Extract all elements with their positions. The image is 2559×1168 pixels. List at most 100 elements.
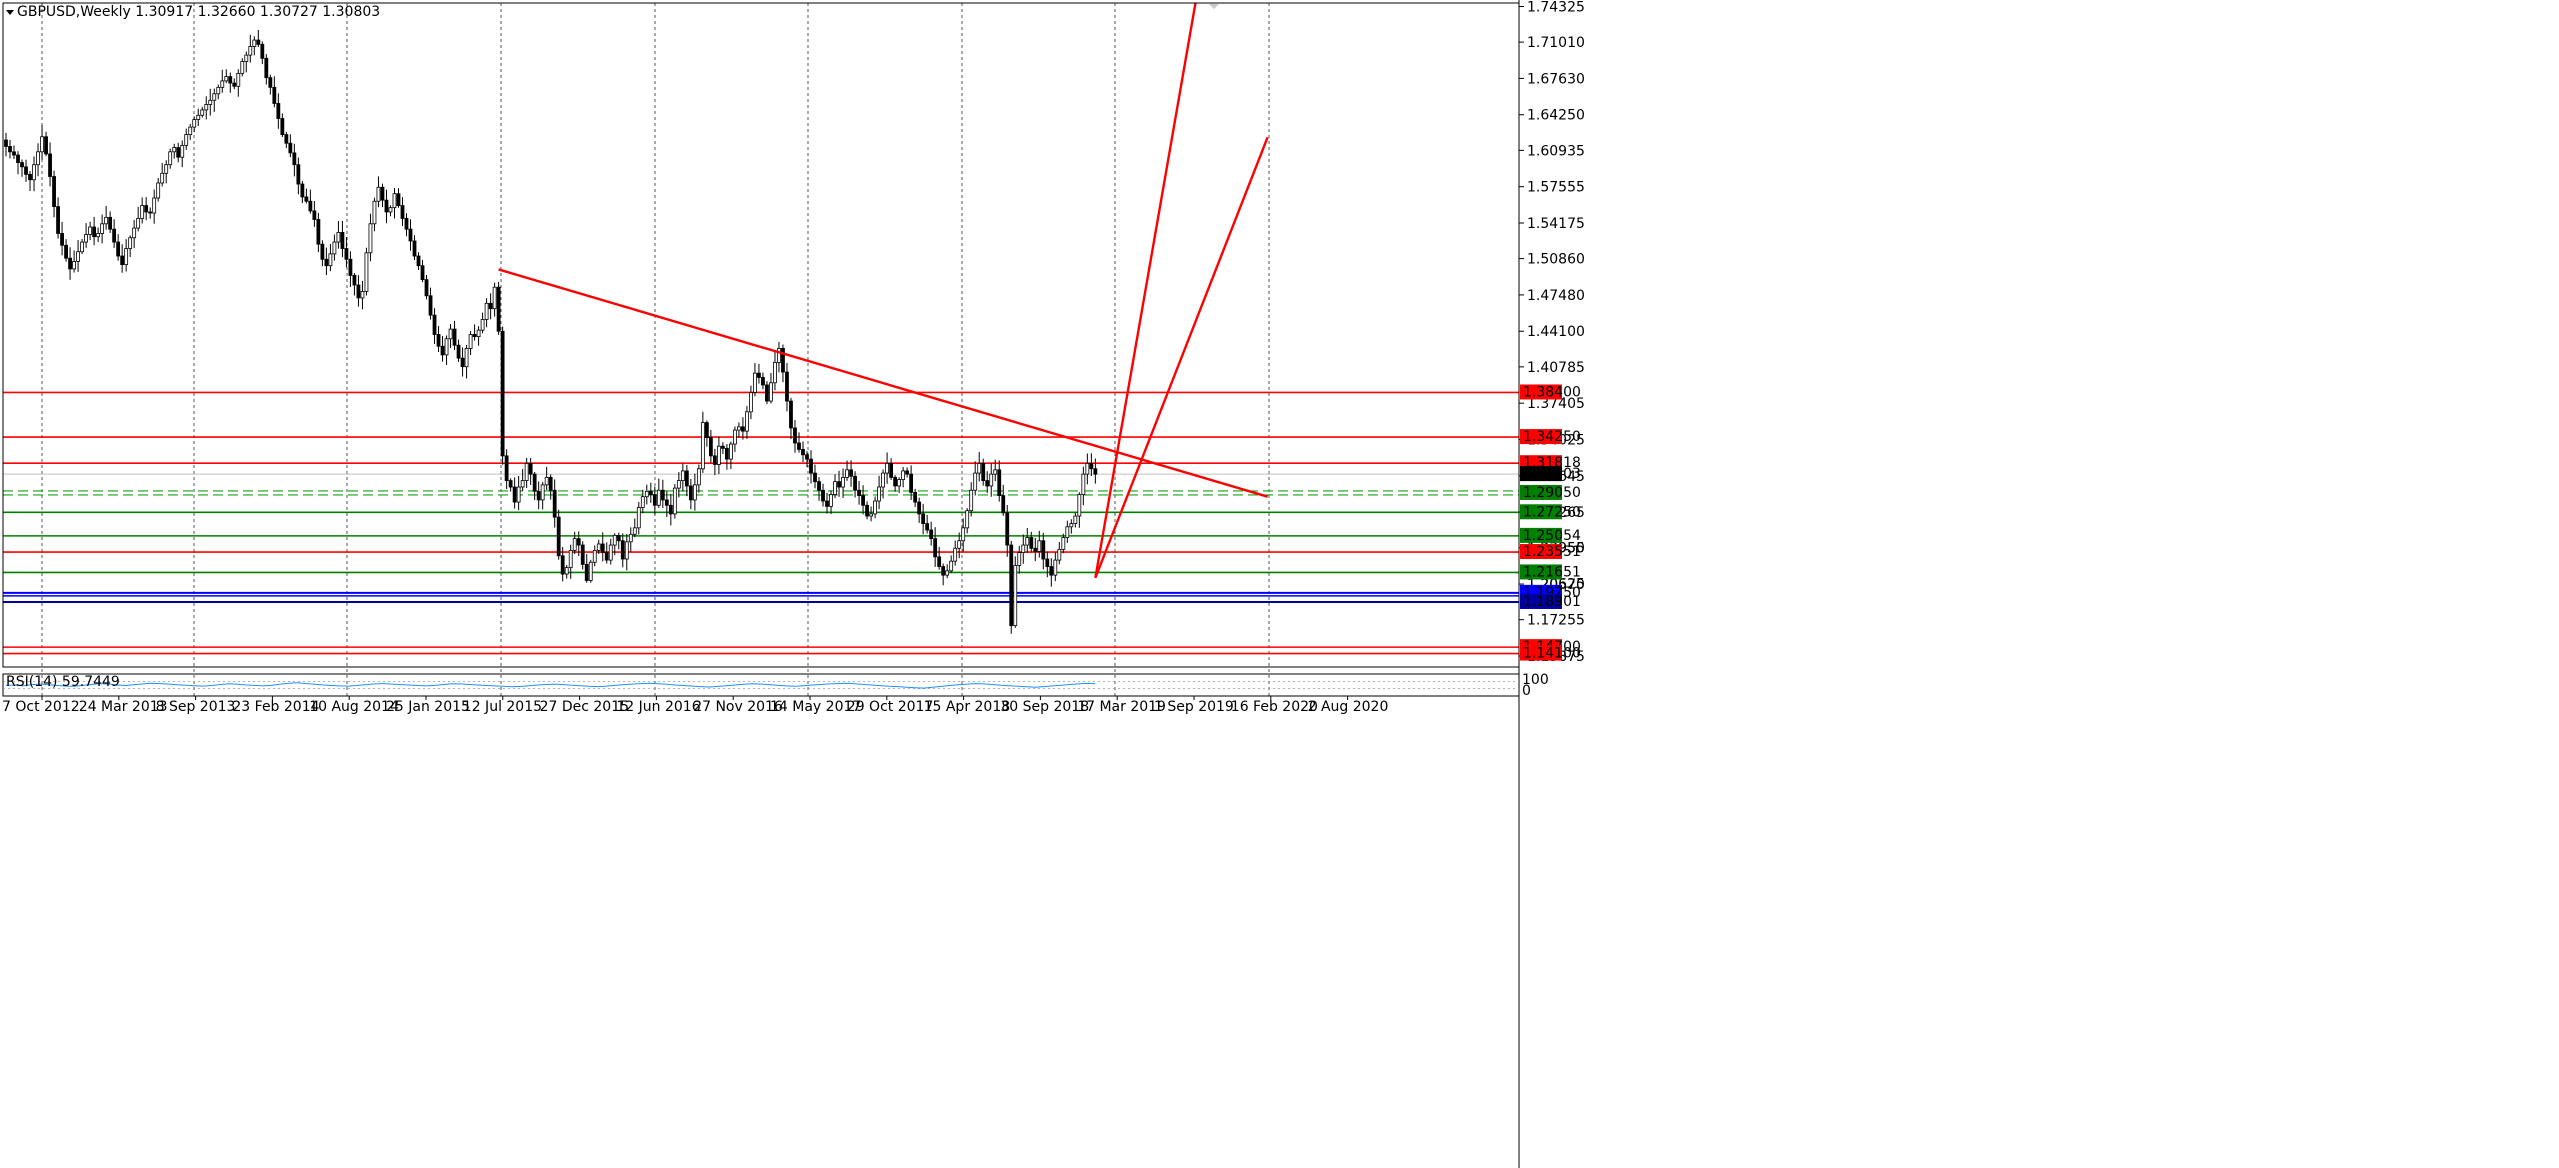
candle-body [616,534,621,542]
candle-body [652,494,657,506]
candle-body [472,334,477,338]
candle-body [845,469,849,478]
candle-body [741,426,745,432]
candle-body [765,384,769,402]
trendline[interactable] [1094,2,1197,579]
candle-body [248,46,253,56]
candle-body [492,286,497,310]
candle-body [80,241,84,253]
price-tick-label: 1.64250 [1527,108,1585,124]
candle-body [72,261,76,270]
price-label-box [1520,564,1562,580]
candle-body [1073,515,1078,524]
time-tick-label: 7 Oct 2012 [2,699,80,715]
candle-body [604,552,609,561]
price-tick-label: 1.44100 [1527,324,1585,340]
candle-body [68,257,72,270]
candle-body [893,476,898,487]
candle-body [84,234,88,243]
candle-body [1041,540,1046,560]
candle-body [684,470,689,487]
candle-body [708,437,713,457]
candle-body [921,513,926,524]
time-tick-label: 17 Mar 2019 [1077,699,1166,715]
candle-body [749,392,753,413]
candle-body [108,216,113,230]
candle-body [120,255,125,266]
candle-body [384,199,389,213]
candle-body [232,82,237,87]
candle-body [580,544,585,565]
plot-border [2,2,1520,668]
candle-body [416,255,421,267]
price-tick-label: 1.71010 [1527,35,1585,51]
candle-body [156,182,161,199]
scroll-marker-icon[interactable] [1209,4,1219,9]
price-tick-label: 1.17255 [1527,613,1585,629]
candle-body [316,219,321,245]
candle-body [340,231,345,249]
candle-body [460,357,465,368]
candle-body [164,164,169,174]
dropdown-triangle-icon[interactable] [6,10,14,15]
candle-body [100,223,105,234]
price-label: 1.38400 [1523,384,1581,400]
candle-body [168,151,173,166]
candle-body [76,251,80,262]
candle-body [624,541,629,560]
time-tick-label: 2 Aug 2020 [1308,699,1389,715]
candle-body [1085,462,1090,475]
candle-body [212,93,217,101]
price-label-box [1520,527,1562,543]
candle-body [96,233,101,238]
candle-body [372,200,377,225]
price-tick-label: 1.50860 [1527,252,1585,268]
candle-body [408,228,413,242]
candle-body [476,329,481,338]
candle-body [797,442,801,450]
price-tick-label: 1.47480 [1527,288,1585,304]
candle-body [32,164,36,181]
candle-body [801,449,805,456]
price-label: 1.29050 [1523,485,1581,501]
price-label: 1.18901 [1523,594,1581,610]
candle-body [388,207,393,213]
candle-body [56,206,60,234]
candle-body [8,146,12,153]
trendline[interactable] [498,268,1268,498]
candle-body [596,543,601,551]
candle-body [696,468,701,486]
candle-body [648,490,653,495]
candle-body [512,486,517,503]
trendline[interactable] [1094,136,1269,579]
price-label-box [1520,593,1562,609]
price-label: 1.34250 [1523,429,1581,445]
candle-body [524,462,529,481]
candle-body [504,455,509,481]
candle-body [825,500,829,507]
candle-body [961,527,966,542]
candle-body [692,484,697,501]
candle-body [288,142,293,154]
candle-body [781,348,785,373]
candle-body [636,507,641,529]
time-tick-label: 12 Jul 2015 [463,699,542,715]
candle-body [556,516,561,557]
time-tick-label: 16 Feb 2020 [1231,699,1318,715]
candle-body [989,473,994,487]
candle-body [857,489,861,497]
candle-body [112,228,117,243]
candle-body [1077,494,1082,517]
candle-body [304,196,309,202]
candle-body [949,560,954,572]
candle-body [300,183,305,198]
candle-body [4,139,8,147]
candle-body [668,504,673,515]
candle-body [773,361,777,384]
candle-body [785,371,789,402]
rsi-line [5,682,1096,689]
time-tick-label: 1 Sep 2019 [1154,699,1234,715]
candle-body [881,472,885,488]
candle-body [757,372,761,378]
